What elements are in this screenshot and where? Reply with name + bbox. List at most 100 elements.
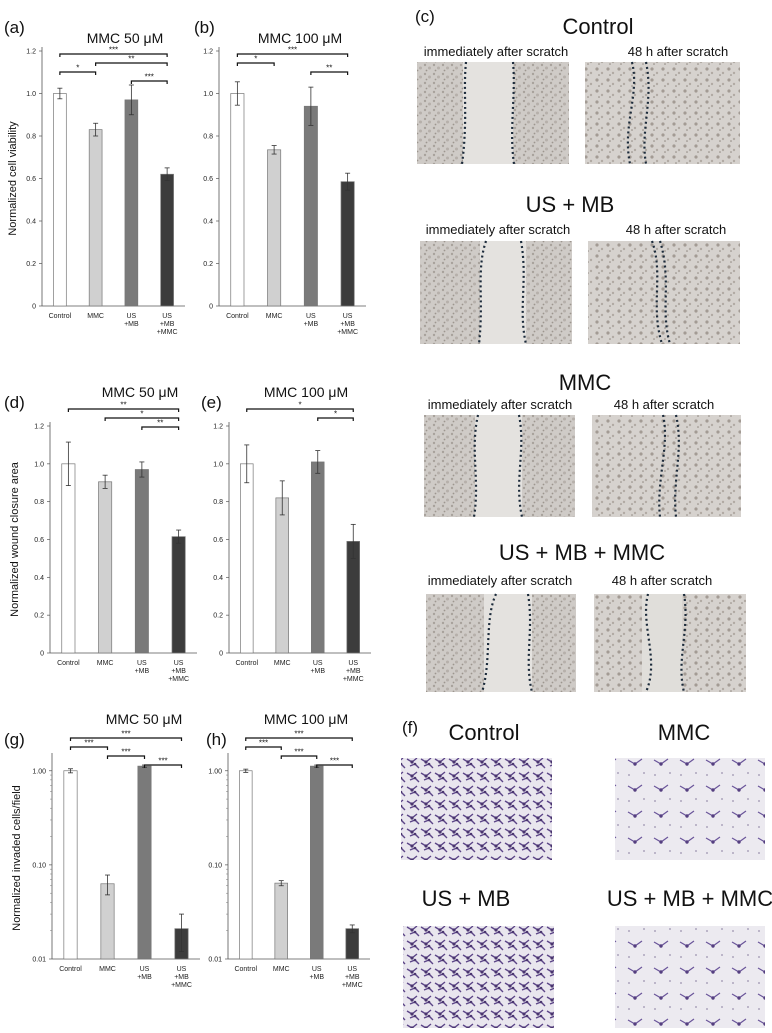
- panel-label-h: (h): [206, 730, 227, 749]
- bar-h-1: [274, 882, 288, 960]
- significance-label: ***: [158, 757, 167, 766]
- chart-title-a: MMC 50 μM: [87, 30, 164, 46]
- x-tick-label: +MMC: [157, 329, 178, 336]
- x-tick-label: US: [127, 313, 137, 320]
- scratch-caption-after: 48 h after scratch: [614, 397, 714, 412]
- y-tick-label: 0: [209, 304, 213, 311]
- significance-bracket: [316, 764, 353, 768]
- bar-h-2: [310, 765, 324, 960]
- bar-e-0: [240, 463, 254, 654]
- y-tick-label: 1.2: [34, 424, 44, 431]
- significance-label: ***: [121, 748, 130, 757]
- x-tick-label: US: [306, 313, 316, 320]
- bar-b-1: [267, 149, 282, 307]
- bar-a-0: [53, 93, 67, 307]
- x-tick-label: +MB: [310, 668, 325, 675]
- x-tick-label: +MMC: [343, 676, 364, 683]
- significance-bracket: [95, 62, 168, 66]
- panel-label-g: (g): [4, 730, 25, 749]
- scratch-image-mmc-after: [592, 415, 741, 517]
- y-tick-label: 0.8: [26, 134, 36, 141]
- y-tick-label: 0.10: [208, 862, 222, 869]
- scratch-image-us-mb-after: [588, 241, 740, 344]
- y-tick-label: 0.10: [32, 862, 46, 869]
- y-tick-label: 0.8: [34, 499, 44, 506]
- scratch-gap: [642, 594, 682, 692]
- scratch-gap: [480, 241, 526, 344]
- x-tick-label: Control: [234, 966, 257, 973]
- x-tick-label: +MB: [137, 974, 152, 981]
- scratch-boundary: [472, 414, 524, 518]
- x-tick-label: MMC: [273, 966, 290, 973]
- significance-label: *: [298, 401, 301, 410]
- chart-a-cell-viability-50: MMC 50 μM Normalized cell viability 0 0.2 0.…: [7, 30, 185, 336]
- x-tick-label: +MB: [124, 321, 139, 328]
- x-tick-label: US: [312, 966, 322, 973]
- y-tick-label: 0.6: [34, 537, 44, 544]
- bar-d-2: [134, 469, 149, 654]
- y-tick-label: 0.4: [213, 575, 223, 582]
- x-tick-label: +MB: [174, 974, 189, 981]
- significance-bracket: [246, 408, 354, 412]
- scratch-group-title-mmc: MMC: [559, 370, 612, 395]
- panel-label-c: (c): [415, 7, 435, 26]
- bar-h-3: [345, 928, 359, 960]
- y-tick-label: 0: [32, 304, 36, 311]
- y-tick-label: 0.8: [203, 134, 213, 141]
- x-tick-label: MMC: [99, 966, 116, 973]
- x-tick-label: +MB: [135, 668, 150, 675]
- bar-g-2: [137, 765, 152, 960]
- scratch-caption-after: 48 h after scratch: [628, 44, 728, 59]
- y-tick-label: 1.0: [203, 91, 213, 98]
- chart-title-b: MMC 100 μM: [258, 30, 342, 46]
- scratch-boundary: [650, 240, 672, 345]
- chart-title-e: MMC 100 μM: [264, 384, 348, 400]
- scratch-boundary: [460, 61, 516, 165]
- y-tick-label: 0.6: [213, 537, 223, 544]
- x-tick-label: +MMC: [168, 676, 189, 683]
- bar-b-3: [340, 181, 355, 307]
- x-tick-label: US: [137, 660, 147, 667]
- significance-bracket: [130, 80, 168, 84]
- x-tick-label: +MB: [345, 974, 360, 981]
- x-tick-label: US: [162, 313, 172, 320]
- scratch-group-title-us-mb: US + MB: [526, 192, 615, 217]
- significance-bracket: [236, 53, 349, 57]
- bar-g-0: [63, 770, 78, 960]
- significance-label: **: [128, 55, 134, 64]
- scratch-group-title-control: Control: [563, 14, 634, 39]
- scratch-gap: [463, 62, 513, 164]
- scratch-boundary: [626, 61, 650, 165]
- panel-label-e: (e): [201, 393, 222, 412]
- significance-bracket: [317, 417, 354, 421]
- invasion-title-mmc: MMC: [658, 720, 711, 745]
- significance-label: *: [334, 410, 337, 419]
- invasion-title-us-mb: US + MB: [422, 886, 511, 911]
- significance-bracket: [67, 408, 180, 412]
- significance-label: *: [140, 410, 143, 419]
- significance-bracket: [245, 737, 353, 741]
- significance-label: *: [254, 55, 257, 64]
- bar-h-0: [239, 770, 253, 960]
- bar-e-1: [275, 497, 289, 654]
- panel-label-f: (f): [402, 718, 418, 737]
- bar-d-1: [98, 481, 113, 654]
- x-tick-label: Control: [235, 660, 258, 667]
- scratch-group-title-us-mb-mmc: US + MB + MMC: [499, 540, 665, 565]
- scratch-caption-before: immediately after scratch: [426, 222, 571, 237]
- x-tick-label: US: [343, 313, 353, 320]
- bar-a-1: [88, 129, 103, 307]
- significance-bracket: [280, 755, 318, 759]
- bar-a-3: [160, 173, 174, 307]
- significance-label: ***: [145, 73, 154, 82]
- scratch-caption-after: 48 h after scratch: [626, 222, 726, 237]
- significance-label: ***: [294, 748, 303, 757]
- x-tick-label: US: [348, 660, 358, 667]
- significance-label: ***: [288, 46, 297, 55]
- x-tick-label: Control: [59, 966, 82, 973]
- panel-f-invasion-images: Control MMC US + MB US + MB + MMC: [401, 720, 772, 1028]
- panel-label-d: (d): [4, 393, 25, 412]
- x-tick-label: +MB: [309, 974, 324, 981]
- y-tick-label: 0: [219, 651, 223, 658]
